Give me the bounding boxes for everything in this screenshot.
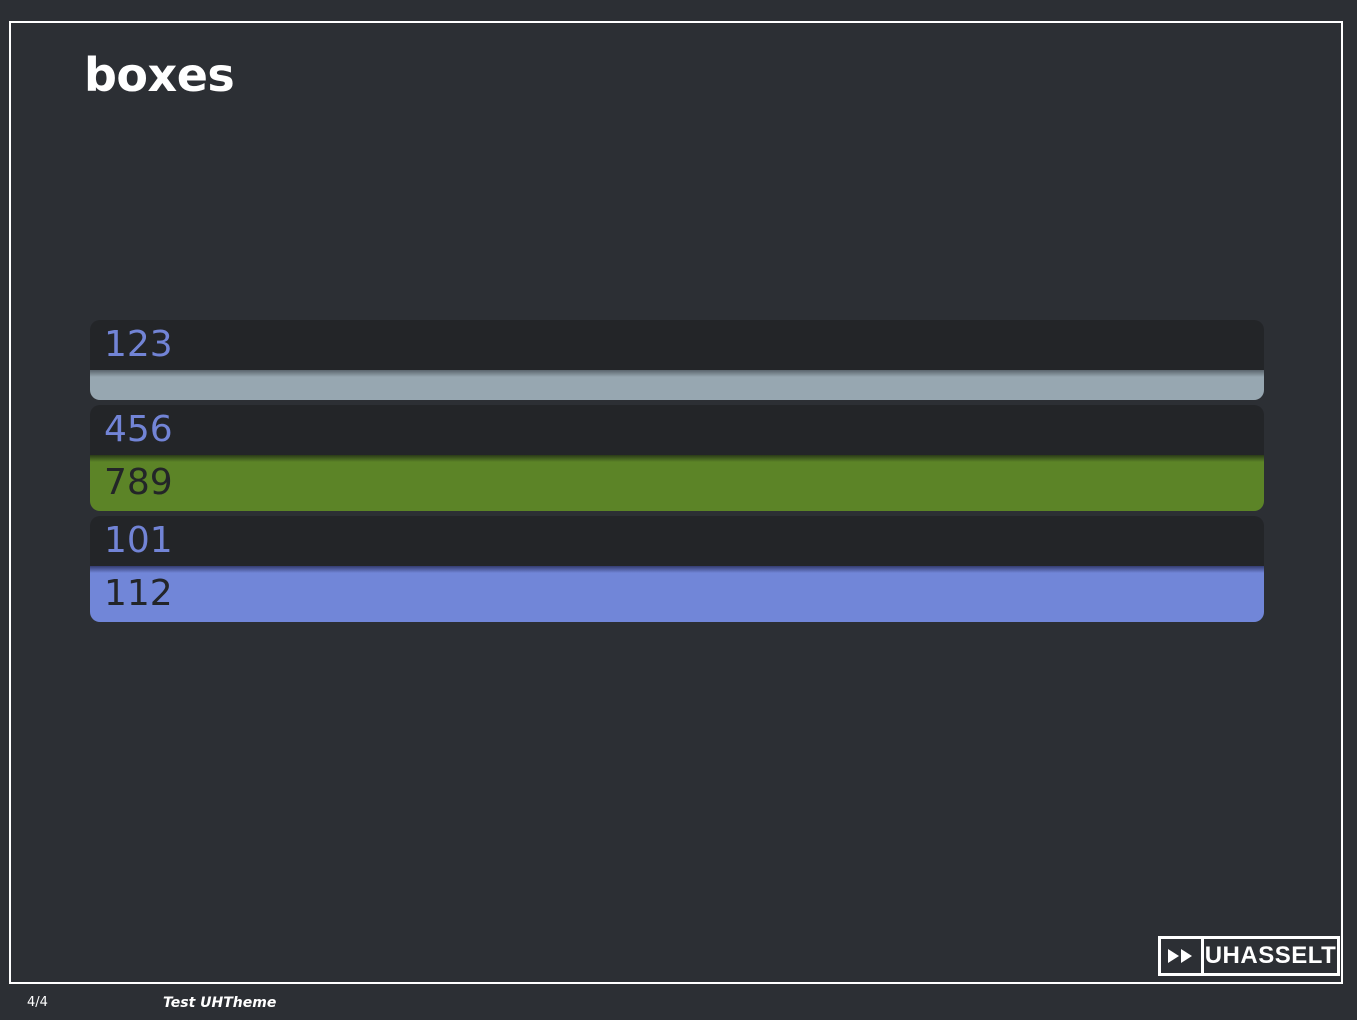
block-body: 112 (90, 566, 1264, 622)
page-number: 4/4 (27, 995, 48, 1010)
fast-forward-icon (1161, 939, 1204, 973)
block-body: 789 (90, 455, 1264, 511)
block-green: 456 789 (90, 405, 1264, 511)
slide-title: boxes (84, 48, 235, 102)
block-head: 456 (90, 405, 1264, 455)
footer: 4/4 Test UHTheme (0, 986, 1357, 1020)
footer-title: Test UHTheme (163, 995, 277, 1011)
block-gray: 123 (90, 320, 1264, 400)
block-head: 101 (90, 516, 1264, 566)
block-body (90, 370, 1264, 400)
uhasselt-logo: UHASSELT (1158, 936, 1340, 976)
block-blue: 101 112 (90, 516, 1264, 622)
footer-divider (9, 982, 1343, 984)
fast-forward-icon (1168, 949, 1192, 963)
blocks-container: 123 456 789 101 112 (90, 320, 1264, 627)
block-head: 123 (90, 320, 1264, 370)
logo-text: UHASSELT (1204, 942, 1337, 969)
